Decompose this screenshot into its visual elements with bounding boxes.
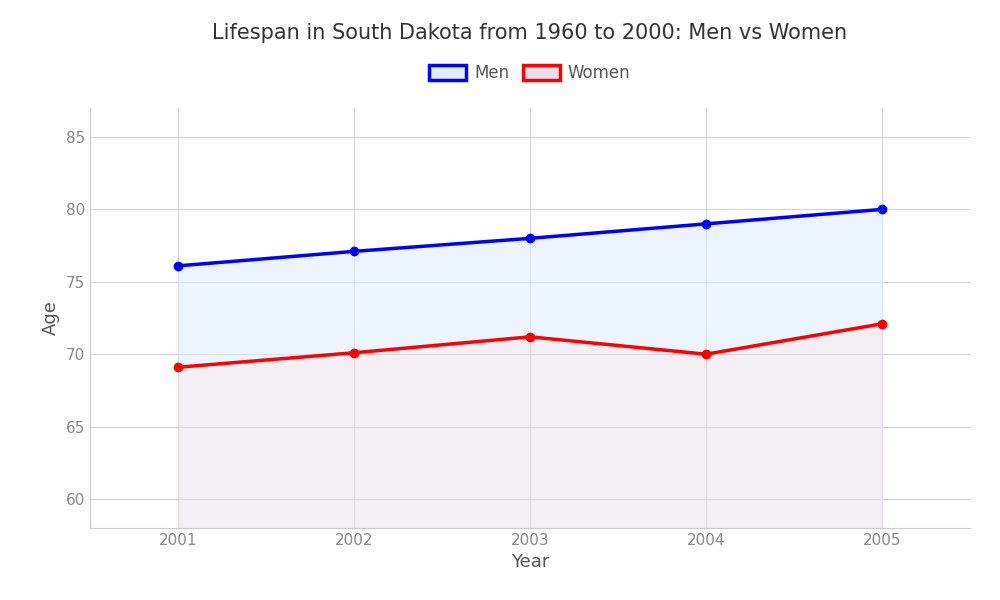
Y-axis label: Age: Age [42,301,60,335]
X-axis label: Year: Year [511,553,549,571]
Title: Lifespan in South Dakota from 1960 to 2000: Men vs Women: Lifespan in South Dakota from 1960 to 20… [212,23,848,43]
Legend: Men, Women: Men, Women [423,58,637,89]
